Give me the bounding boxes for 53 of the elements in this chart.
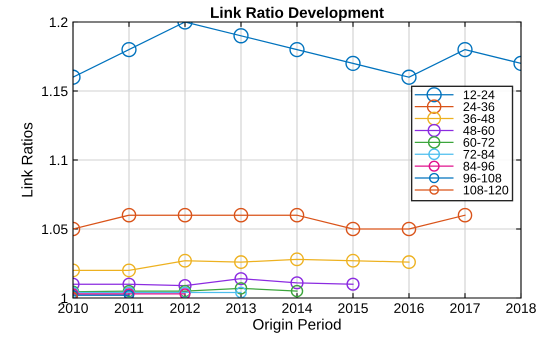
legend-label: 60-72 bbox=[464, 138, 494, 147]
point bbox=[290, 284, 304, 298]
point bbox=[346, 254, 360, 268]
x-tick-label: 2011 bbox=[114, 303, 144, 314]
point bbox=[234, 208, 248, 222]
legend-label: 12-24 bbox=[464, 90, 494, 100]
chart-title: Link Ratio Development bbox=[211, 6, 384, 22]
x-axis-title: Origin Period bbox=[253, 318, 341, 333]
point bbox=[234, 255, 248, 270]
point bbox=[290, 252, 304, 266]
point bbox=[235, 286, 247, 298]
point bbox=[178, 278, 192, 292]
point bbox=[401, 70, 417, 85]
point bbox=[402, 222, 416, 236]
y-tick-label: 1.1 bbox=[50, 155, 68, 166]
y-tick-label: 1.15 bbox=[42, 86, 68, 96]
point bbox=[458, 208, 472, 222]
legend-label: 96-108 bbox=[463, 174, 502, 183]
legend-label: 24-36 bbox=[464, 102, 494, 112]
legend-label: 36-48 bbox=[463, 114, 494, 124]
x-tick-label: 2014 bbox=[282, 303, 312, 314]
y-tick-label: 1.05 bbox=[42, 224, 68, 234]
point bbox=[346, 278, 360, 291]
x-tick-label: 2013 bbox=[226, 303, 256, 314]
x-tick-label: 2010 bbox=[58, 303, 88, 314]
point bbox=[121, 42, 137, 58]
point bbox=[178, 208, 192, 222]
point bbox=[457, 42, 473, 58]
point bbox=[289, 42, 305, 58]
legend-label: 72-84 bbox=[464, 150, 494, 159]
legend-label: 48-60 bbox=[463, 126, 494, 135]
x-tick-label: 2015 bbox=[338, 303, 368, 314]
x-tick-label: 2012 bbox=[170, 303, 200, 314]
point bbox=[122, 208, 136, 222]
point bbox=[402, 255, 416, 270]
x-tick-label: 2018 bbox=[506, 303, 536, 314]
x-tick-label: 2017 bbox=[450, 303, 480, 314]
point bbox=[290, 276, 304, 290]
point bbox=[345, 56, 361, 72]
legend-label: 84-96 bbox=[463, 162, 494, 171]
point bbox=[122, 278, 136, 291]
point bbox=[233, 28, 249, 44]
point bbox=[178, 254, 192, 268]
point bbox=[122, 263, 136, 278]
y-axis-title: Link Ratios bbox=[21, 122, 33, 197]
legend-label: 108-120 bbox=[464, 186, 508, 194]
point bbox=[234, 272, 248, 286]
y-tick-label: 1.2 bbox=[50, 17, 68, 28]
point bbox=[346, 222, 360, 236]
x-tick-label: 2016 bbox=[394, 303, 424, 314]
point bbox=[234, 282, 248, 295]
y-tick-label: 1 bbox=[61, 293, 68, 304]
point bbox=[290, 208, 304, 222]
